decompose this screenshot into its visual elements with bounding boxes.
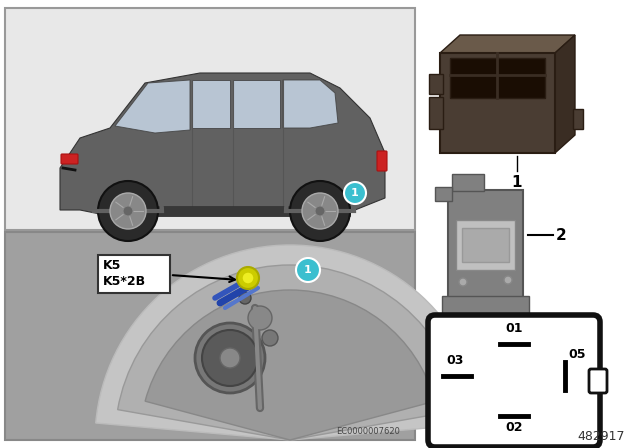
Circle shape [220,348,240,368]
Bar [100,206,350,216]
Text: EC0000007620: EC0000007620 [336,427,400,436]
Text: 2: 2 [556,228,567,242]
Text: K5*2B: K5*2B [103,275,146,288]
Circle shape [110,193,146,229]
Bar [456,220,515,270]
Wedge shape [145,290,435,440]
Circle shape [237,267,259,289]
Bar [5,232,415,440]
FancyBboxPatch shape [429,74,443,94]
FancyBboxPatch shape [442,296,529,316]
Bar [5,8,415,230]
Polygon shape [60,73,385,216]
FancyBboxPatch shape [448,190,523,300]
Circle shape [242,272,254,284]
Polygon shape [283,80,338,128]
Text: 05: 05 [568,348,586,361]
FancyBboxPatch shape [61,154,78,164]
FancyBboxPatch shape [435,187,452,201]
Polygon shape [233,80,280,128]
Bar [450,58,545,98]
Text: K5: K5 [103,258,122,271]
Text: 01: 01 [505,322,523,335]
Circle shape [296,258,320,282]
Polygon shape [115,80,190,133]
Circle shape [459,278,467,286]
Text: 1: 1 [512,175,522,190]
FancyBboxPatch shape [452,174,484,191]
Wedge shape [96,245,484,440]
Circle shape [290,181,350,241]
Circle shape [98,181,158,241]
Text: 02: 02 [505,421,523,434]
Polygon shape [192,80,230,128]
Text: 1: 1 [351,188,359,198]
Polygon shape [440,35,575,53]
Circle shape [239,292,251,304]
Circle shape [262,330,278,346]
FancyBboxPatch shape [377,151,387,171]
Circle shape [504,276,512,284]
Circle shape [344,182,366,204]
Circle shape [302,193,338,229]
Circle shape [123,206,133,216]
FancyBboxPatch shape [440,53,555,153]
FancyBboxPatch shape [589,369,607,393]
FancyBboxPatch shape [429,97,443,129]
Bar [462,228,509,262]
Polygon shape [555,35,575,153]
Circle shape [248,306,272,330]
Text: 482917: 482917 [577,430,625,443]
FancyBboxPatch shape [428,315,600,447]
Circle shape [202,330,258,386]
Wedge shape [118,265,462,440]
FancyBboxPatch shape [573,109,583,129]
Circle shape [315,206,325,216]
Text: 03: 03 [446,354,464,367]
Text: 1: 1 [304,265,312,275]
Bar [98,255,170,293]
Circle shape [195,323,265,393]
